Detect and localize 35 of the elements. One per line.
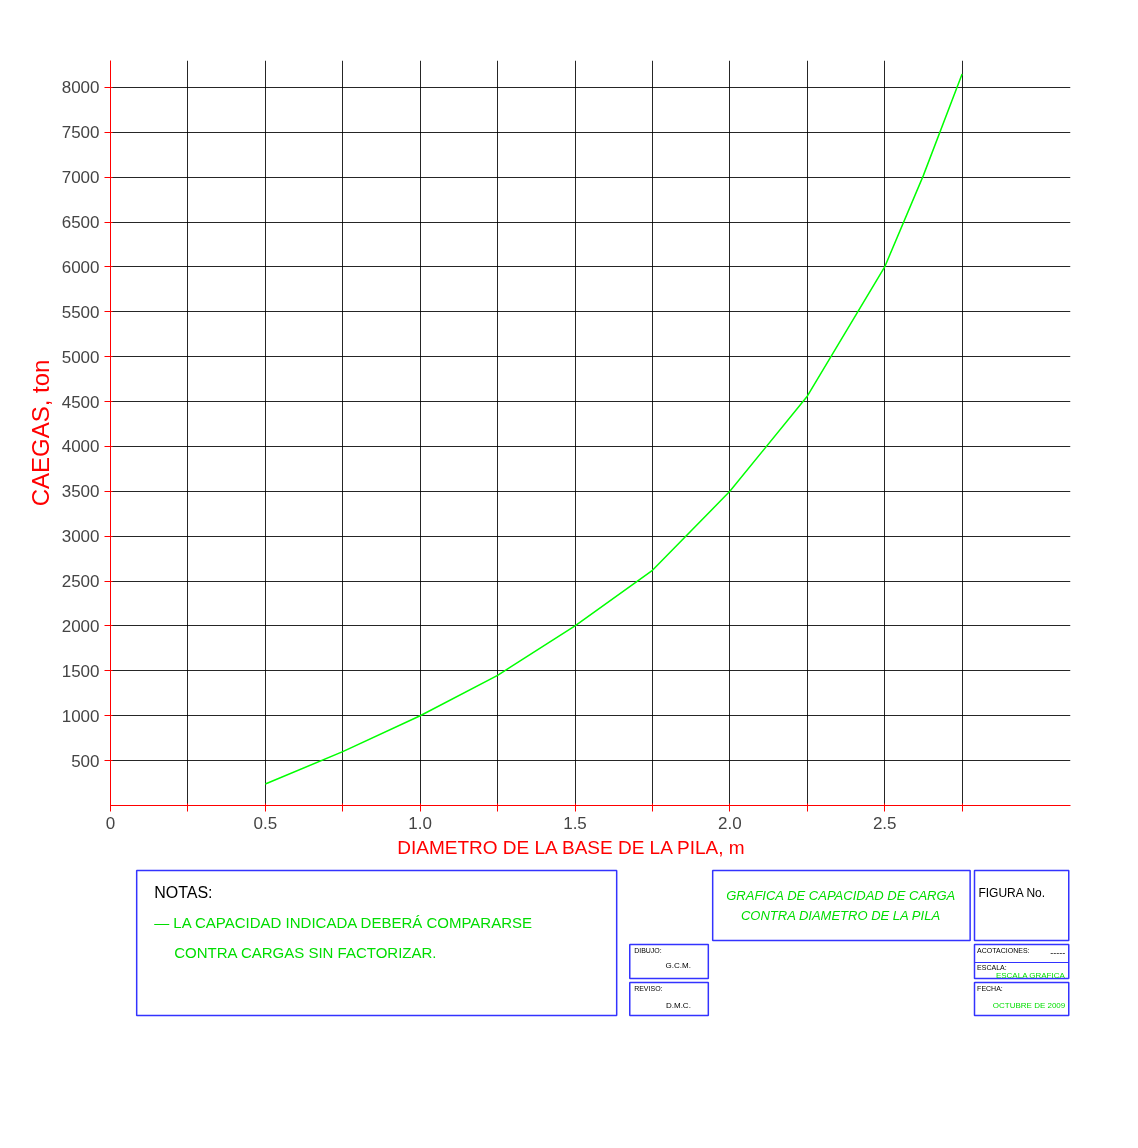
x-tick-label: 0 xyxy=(105,813,116,833)
text: ----- xyxy=(1050,947,1066,958)
y-axis-title: CAEGAS, ton xyxy=(26,359,54,507)
line-series xyxy=(264,73,963,785)
y-tick-label: 5500 xyxy=(61,302,100,322)
y-tick-label: 7500 xyxy=(61,123,100,143)
x-axis-title: DIAMETRO DE LA BASE DE LA PILA, m xyxy=(397,836,745,858)
text: — LA CAPACIDAD INDICADA DEBERÁ COMPARARSE xyxy=(154,914,533,931)
y-tick-label: 3000 xyxy=(61,527,100,547)
y-tick-label: 1000 xyxy=(61,706,100,726)
y-tick-label: 1500 xyxy=(61,661,100,681)
y-tick-label: 5000 xyxy=(61,347,100,367)
y-tick-label: 6500 xyxy=(61,213,100,233)
text: OCTUBRE DE 2009 xyxy=(992,1001,1066,1010)
y-tick-label: 3500 xyxy=(61,482,100,502)
text: ESCALA GRAFICA xyxy=(995,971,1066,980)
y-tick-label: 4500 xyxy=(61,392,100,412)
text: GRAFICA DE CAPACIDAD DE CARGA CONTRA DIAMETRO DE LA PILA xyxy=(726,888,956,923)
y-tick-label: 6000 xyxy=(61,257,100,277)
x-tick-label: 0.5 xyxy=(253,813,278,833)
x-tick-label: 2.0 xyxy=(718,813,742,833)
y-tick-label: 500 xyxy=(71,751,100,771)
y-tick-label: 2000 xyxy=(61,616,100,636)
x-tick-label: 1.5 xyxy=(563,813,587,833)
text: CONTRA CARGAS SIN FACTORIZAR. xyxy=(174,944,437,961)
text: G.C.M. xyxy=(665,961,691,970)
y-tick-label: 4000 xyxy=(61,437,100,457)
y-tick-label: 8000 xyxy=(61,78,100,98)
y-tick-label: 2500 xyxy=(61,572,100,592)
x-tick-label: 1.0 xyxy=(408,813,432,833)
x-tick-label: 2.5 xyxy=(872,813,897,833)
y-tick-label: 7000 xyxy=(61,168,100,188)
text: D.M.C. xyxy=(665,1001,691,1010)
text: FIGURA No. xyxy=(978,885,1046,900)
text: NOTAS: xyxy=(154,884,213,901)
